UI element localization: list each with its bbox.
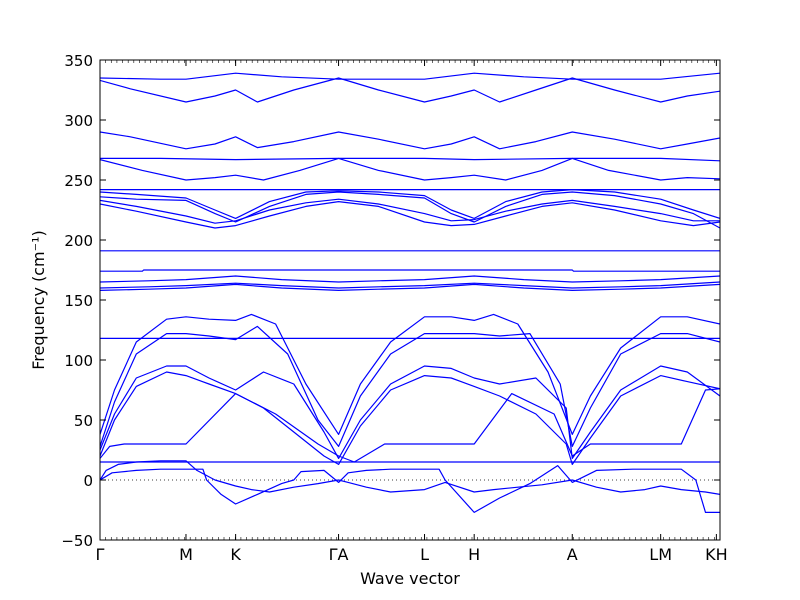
y-tick-label: 200 [64,232,93,250]
phonon-band-23 [100,77,720,103]
phonon-band-6 [100,365,720,459]
x-tick-label: Γ [96,545,105,564]
phonon-band-15 [100,201,720,229]
x-tick-label: H [468,545,480,564]
phonon-band-12 [100,275,720,283]
x-tick-label: ΓA [329,545,349,564]
phonon-band-2 [100,465,720,514]
x-tick-label: M [179,545,193,564]
x-axis-label: Wave vector [360,569,460,588]
phonon-band-1 [100,460,720,495]
phonon-band-13 [100,269,720,272]
x-axis: Γ M K ΓA L H A LM KH [96,60,728,564]
y-tick-label: 100 [64,352,93,370]
phonon-band-5 [100,371,720,465]
x-tick-label: KH [705,545,728,564]
y-tick-label: 150 [64,292,93,310]
y-tick-label: 300 [64,112,93,130]
phonon-band-4 [100,388,720,463]
y-axis-label: Frequency (cm⁻¹) [29,230,48,369]
y-tick-label: 250 [64,172,93,190]
x-tick-label: K [230,545,241,564]
phonon-band-21 [100,157,720,162]
phonon-band-18 [100,189,720,219]
y-tick-label: 0 [83,472,93,490]
y-tick-label: 50 [74,412,93,430]
phonon-band-7 [100,325,720,447]
x-tick-label: L [420,545,429,564]
x-tick-label: A [567,545,578,564]
phonon-band-24 [100,72,720,80]
phonon-band-20 [100,157,720,181]
phonon-band-11 [100,281,720,289]
y-axis: −50 0 50 100 150 200 250 300 350 [61,52,720,550]
phonon-bands [100,72,720,514]
y-tick-label: 350 [64,52,93,70]
phonon-band-8 [100,313,720,435]
x-tick-label: LM [649,545,672,564]
phonon-band-16 [100,198,720,224]
phonon-band-22 [100,131,720,150]
phonon-band-10 [100,283,720,291]
phonon-band-17 [100,191,720,229]
y-tick-label: −50 [61,532,93,550]
